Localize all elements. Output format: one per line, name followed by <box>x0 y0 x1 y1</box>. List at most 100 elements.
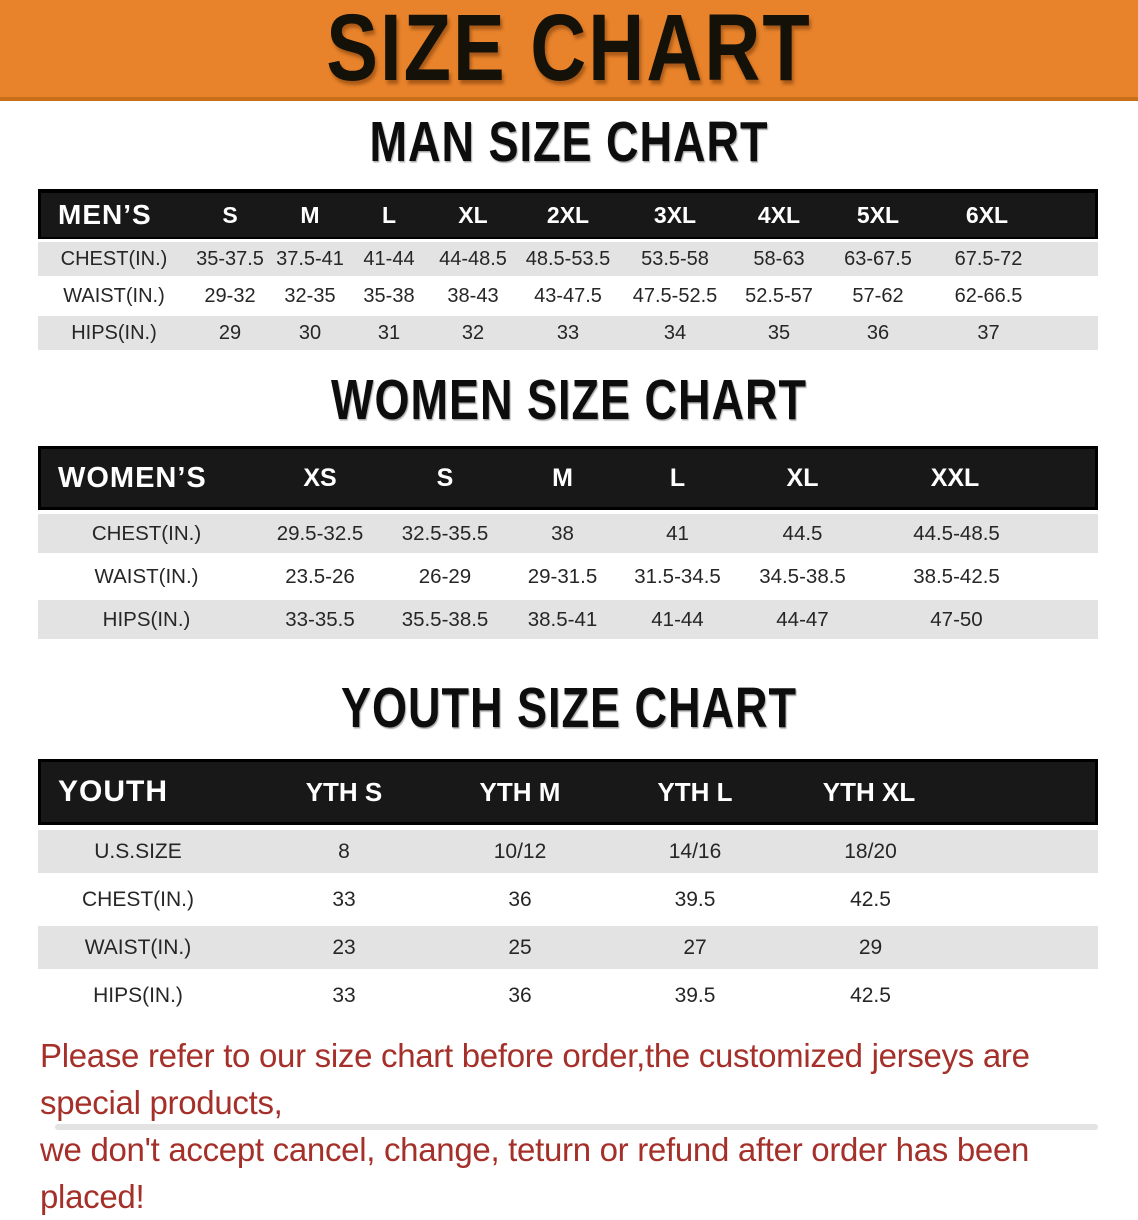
size-value: 14/16 <box>590 830 800 873</box>
size-value: 39.5 <box>590 974 800 1017</box>
size-column-header: S <box>190 189 270 239</box>
size-value: 26-29 <box>385 557 505 596</box>
youth-section-heading: YOUTH SIZE CHART <box>0 679 1138 736</box>
size-value: 33-35.5 <box>255 600 385 639</box>
size-value: 34.5-38.5 <box>735 557 870 596</box>
measurement-row: WAIST(IN.) 23.5-26 26-29 29-31.5 31.5-34.5 34… <box>38 557 1098 596</box>
measurement-row: HIPS(IN.) 29 30 31 32 33 34 35 36 37 <box>38 316 1098 350</box>
size-column-header: 6XL <box>930 189 1098 239</box>
size-column-header: YTH XL <box>800 759 1098 825</box>
size-value: 48.5-53.5 <box>518 242 618 276</box>
size-value: 47.5-52.5 <box>618 279 732 313</box>
size-column-header: YTH M <box>450 759 590 825</box>
women-table-header-row: WOMEN’S XS S M L XL XXL <box>38 446 1098 510</box>
size-value: 44-47 <box>735 600 870 639</box>
row-label: WAIST(IN.) <box>38 557 255 596</box>
row-label: WAIST(IN.) <box>38 279 190 313</box>
row-label: WAIST(IN.) <box>38 926 238 969</box>
size-value: 18/20 <box>800 830 1098 873</box>
size-column-header: XXL <box>870 446 1098 510</box>
size-column-header: XL <box>428 189 518 239</box>
measurement-row: HIPS(IN.) 33-35.5 35.5-38.5 38.5-41 41-44 44-… <box>38 600 1098 639</box>
size-value: 38-43 <box>428 279 518 313</box>
men-table-header-row: MEN’S S M L XL 2XL 3XL 4XL 5XL 6XL <box>38 189 1098 239</box>
size-value: 62-66.5 <box>930 279 1098 313</box>
size-column-header: S <box>385 446 505 510</box>
measurement-row: HIPS(IN.) 33 36 39.5 42.5 <box>38 974 1098 1017</box>
women-size-table: WOMEN’S XS S M L XL XXL CHEST(IN.) 29.5-32.5 32.… <box>38 442 1098 643</box>
size-value: 29-32 <box>190 279 270 313</box>
size-value: 36 <box>450 974 590 1017</box>
size-value: 44.5 <box>735 514 870 553</box>
size-value: 67.5-72 <box>930 242 1098 276</box>
size-value: 29.5-32.5 <box>255 514 385 553</box>
size-value: 30 <box>270 316 350 350</box>
size-value: 41 <box>620 514 735 553</box>
size-value: 23.5-26 <box>255 557 385 596</box>
size-value: 27 <box>590 926 800 969</box>
size-value: 32.5-35.5 <box>385 514 505 553</box>
measurement-row: U.S.SIZE 8 10/12 14/16 18/20 <box>38 830 1098 873</box>
size-value: 36 <box>826 316 930 350</box>
size-value: 8 <box>238 830 450 873</box>
size-value: 57-62 <box>826 279 930 313</box>
size-value: 32-35 <box>270 279 350 313</box>
size-value: 31 <box>350 316 428 350</box>
bottom-divider <box>55 1124 1098 1130</box>
size-column-header: XL <box>735 446 870 510</box>
size-value: 33 <box>238 878 450 921</box>
size-value: 37.5-41 <box>270 242 350 276</box>
size-value: 43-47.5 <box>518 279 618 313</box>
size-column-header: L <box>350 189 428 239</box>
measurement-row: WAIST(IN.) 29-32 32-35 35-38 38-43 43-47.5 47.… <box>38 279 1098 313</box>
men-section-heading: MAN SIZE CHART <box>0 113 1138 170</box>
measurement-row: CHEST(IN.) 35-37.5 37.5-41 41-44 44-48.5 48.5… <box>38 242 1098 276</box>
men-heading-text: MAN SIZE CHART <box>369 109 769 174</box>
size-value: 35-38 <box>350 279 428 313</box>
size-chart-banner: SIZE CHART <box>0 0 1138 101</box>
size-value: 38.5-41 <box>505 600 620 639</box>
size-column-header: 5XL <box>826 189 930 239</box>
measurement-row: CHEST(IN.) 29.5-32.5 32.5-35.5 38 41 44.5 44.5… <box>38 514 1098 553</box>
size-value: 47-50 <box>870 600 1098 639</box>
table-corner-label: YOUTH <box>38 759 238 825</box>
youth-table-header-row: YOUTH YTH S YTH M YTH L YTH XL <box>38 759 1098 825</box>
size-column-header: 3XL <box>618 189 732 239</box>
size-value: 10/12 <box>450 830 590 873</box>
size-value: 58-63 <box>732 242 826 276</box>
size-column-header: XS <box>255 446 385 510</box>
size-value: 36 <box>450 878 590 921</box>
size-value: 37 <box>930 316 1098 350</box>
row-label: CHEST(IN.) <box>38 514 255 553</box>
size-value: 35.5-38.5 <box>385 600 505 639</box>
size-value: 29 <box>800 926 1098 969</box>
size-value: 31.5-34.5 <box>620 557 735 596</box>
size-value: 44-48.5 <box>428 242 518 276</box>
row-label: CHEST(IN.) <box>38 878 238 921</box>
size-column-header: YTH L <box>590 759 800 825</box>
size-column-header: YTH S <box>238 759 450 825</box>
size-value: 29-31.5 <box>505 557 620 596</box>
size-value: 42.5 <box>800 974 1098 1017</box>
size-value: 53.5-58 <box>618 242 732 276</box>
row-label: CHEST(IN.) <box>38 242 190 276</box>
size-column-header: M <box>505 446 620 510</box>
size-column-header: 2XL <box>518 189 618 239</box>
size-column-header: M <box>270 189 350 239</box>
size-value: 39.5 <box>590 878 800 921</box>
men-size-table: MEN’S S M L XL 2XL 3XL 4XL 5XL 6XL CHEST(IN.) 35-3… <box>38 186 1098 353</box>
size-value: 41-44 <box>350 242 428 276</box>
size-column-header: 4XL <box>732 189 826 239</box>
size-value: 63-67.5 <box>826 242 930 276</box>
youth-size-table: YOUTH YTH S YTH M YTH L YTH XL U.S.SIZE 8 10/1… <box>38 754 1098 1022</box>
table-corner-label: WOMEN’S <box>38 446 255 510</box>
row-label: HIPS(IN.) <box>38 316 190 350</box>
size-value: 33 <box>518 316 618 350</box>
size-column-header: L <box>620 446 735 510</box>
size-value: 44.5-48.5 <box>870 514 1098 553</box>
measurement-row: WAIST(IN.) 23 25 27 29 <box>38 926 1098 969</box>
youth-heading-text: YOUTH SIZE CHART <box>340 675 797 740</box>
size-value: 38 <box>505 514 620 553</box>
size-value: 25 <box>450 926 590 969</box>
size-value: 34 <box>618 316 732 350</box>
